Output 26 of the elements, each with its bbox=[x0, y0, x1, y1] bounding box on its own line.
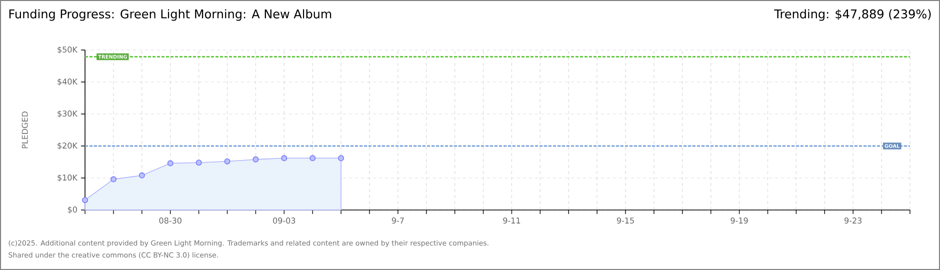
point bbox=[310, 155, 316, 162]
y-axis-title: PLEDGED bbox=[22, 112, 28, 148]
y-tick-label: $50K bbox=[58, 46, 78, 54]
y-tick-label: $40K bbox=[58, 78, 78, 86]
y-tick-label: $0 bbox=[68, 206, 77, 214]
x-tick-label: 9-11 bbox=[503, 218, 520, 224]
point bbox=[224, 158, 230, 164]
point bbox=[138, 172, 145, 178]
chart-subtitle: Trending: $47,889 (239%) bbox=[774, 9, 931, 21]
x-tick-label: 9-7 bbox=[392, 218, 404, 224]
point bbox=[167, 160, 174, 166]
x-tick-label: 08-30 bbox=[159, 218, 182, 224]
y-tick-label: $30K bbox=[58, 110, 78, 118]
y-tick-label: $20K bbox=[58, 142, 78, 150]
x-tick-label: 9-15 bbox=[616, 218, 634, 224]
point bbox=[196, 160, 202, 166]
x-tick-label: 09-03 bbox=[273, 218, 296, 224]
point bbox=[281, 155, 288, 162]
chart-title: Funding Progress: Green Light Morning: A New Album bbox=[9, 9, 332, 21]
point bbox=[252, 156, 259, 162]
y-tick-label: $10K bbox=[58, 174, 78, 182]
x-tick-label: 9-23 bbox=[844, 218, 862, 224]
point bbox=[338, 155, 344, 162]
point bbox=[110, 176, 116, 182]
point bbox=[82, 197, 88, 204]
x-tick-label: 9-19 bbox=[730, 218, 748, 224]
